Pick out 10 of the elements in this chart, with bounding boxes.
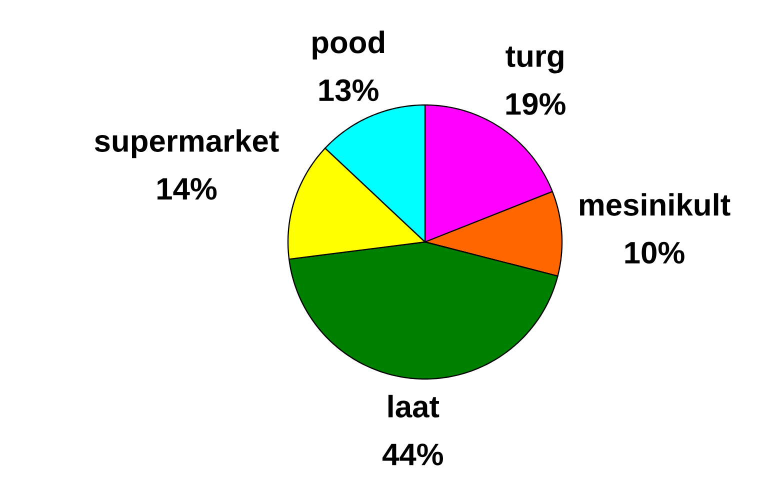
data-label: 14% [158, 178, 217, 200]
slice-label: laat [388, 394, 440, 418]
data-label: 44% [382, 444, 444, 466]
data-label: 13% [319, 79, 378, 102]
data-label: 19% [506, 93, 566, 115]
data-label: 10% [625, 242, 684, 264]
slice-label: turg [506, 46, 564, 74]
slice-label: supermarket [94, 129, 279, 158]
slice-label: pood [312, 30, 384, 60]
slice-label: mesinikult [580, 193, 730, 216]
